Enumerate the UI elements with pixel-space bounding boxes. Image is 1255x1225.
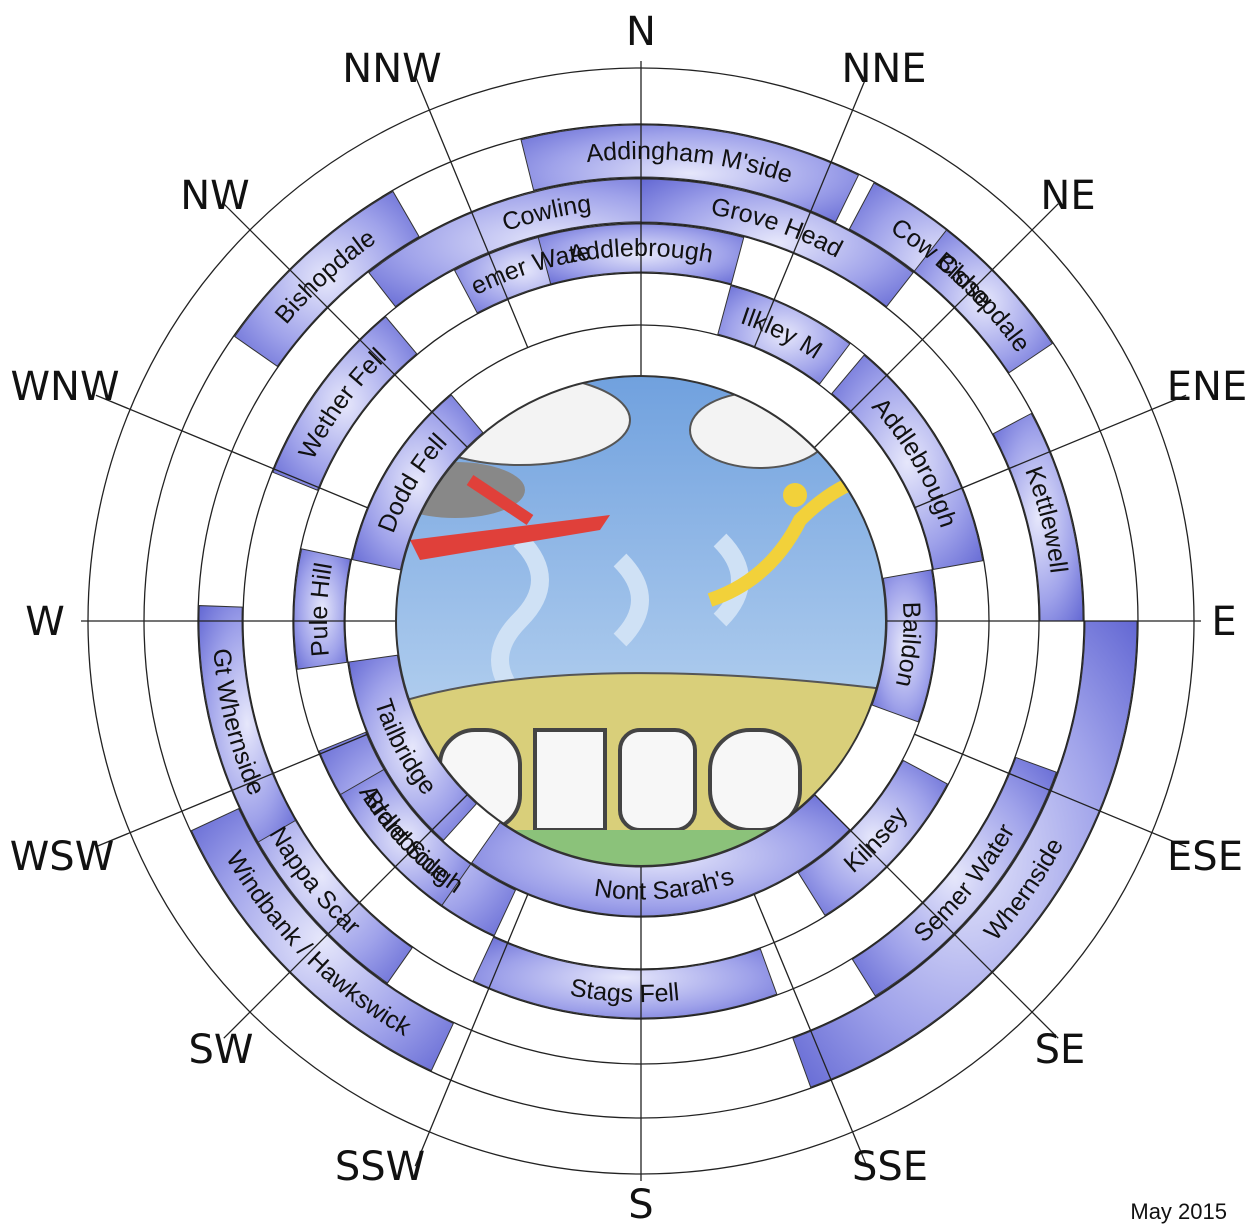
direction-label-e: E — [1211, 599, 1236, 645]
direction-label-sw: SW — [189, 1027, 254, 1073]
segment-band — [234, 190, 420, 368]
direction-label-ne: NE — [1040, 173, 1095, 219]
segment-band — [797, 759, 949, 916]
direction-label-sse: SSE — [852, 1144, 928, 1190]
segment-band — [851, 756, 1057, 997]
direction-label-nw: NW — [180, 173, 249, 219]
spoke-line — [95, 733, 368, 848]
spoke-line — [914, 394, 1187, 509]
spoke-line — [914, 733, 1187, 848]
spoke-line — [95, 394, 368, 509]
direction-label-ssw: SSW — [335, 1144, 425, 1190]
spoke-line — [753, 75, 868, 348]
spoke-line — [813, 793, 1059, 1039]
direction-label-nnw: NNW — [342, 46, 441, 92]
direction-label-se: SE — [1035, 1027, 1086, 1073]
segment-label-text: Pule Hill — [305, 561, 338, 658]
direction-label-nne: NNE — [841, 46, 926, 92]
segment-band — [792, 620, 1138, 1088]
spoke-line — [414, 894, 529, 1167]
segment-band — [293, 548, 352, 670]
direction-label-ene: ENE — [1167, 364, 1247, 410]
spoke-line — [813, 203, 1059, 449]
direction-label-wsw: WSW — [10, 834, 115, 880]
segment-label: Pule Hill — [305, 561, 338, 658]
segment-band — [339, 768, 472, 906]
spoke-lines — [81, 61, 1201, 1181]
direction-labels: N NNE NE ENE E ESE SE SSE S SSW SW WSW W… — [10, 9, 1247, 1225]
footer-date: May 2015 — [1130, 1199, 1227, 1224]
direction-label-ese: ESE — [1167, 834, 1243, 880]
segment-band — [717, 285, 851, 385]
segment-band — [472, 936, 778, 1019]
spoke-line — [414, 75, 529, 348]
segment-band — [198, 605, 297, 843]
segment-band — [520, 124, 860, 223]
spoke-line — [753, 894, 868, 1167]
segment-layer — [190, 124, 1138, 1088]
segment-band — [913, 229, 1053, 374]
segment-band — [640, 178, 914, 308]
direction-label-s: S — [628, 1182, 653, 1225]
segment-band — [831, 354, 984, 571]
direction-label-w: W — [25, 599, 65, 645]
club-logo-image — [396, 376, 886, 866]
direction-label-n: N — [626, 9, 656, 55]
direction-label-wnw: WNW — [10, 364, 119, 410]
spoke-line — [223, 203, 469, 449]
spoke-line — [223, 793, 469, 1039]
